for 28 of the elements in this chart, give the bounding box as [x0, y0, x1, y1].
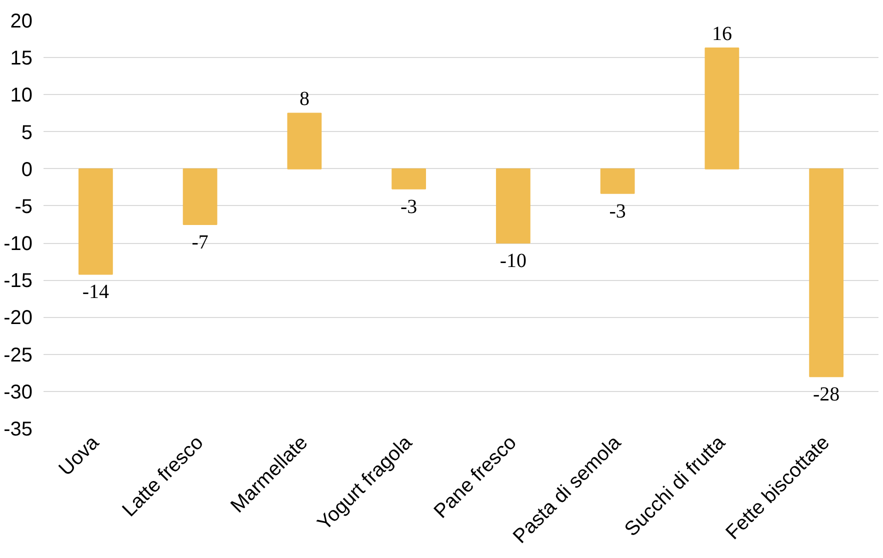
- bar: [182, 168, 218, 225]
- data-label: -3: [609, 200, 626, 222]
- y-tick-label: 5: [21, 122, 32, 144]
- y-tick-label: -5: [14, 196, 33, 218]
- data-label: -14: [82, 281, 110, 304]
- data-label: -28: [812, 384, 840, 406]
- y-tick-label: -35: [4, 418, 32, 440]
- bar: [392, 168, 426, 190]
- bar: [287, 112, 322, 170]
- bar: [78, 168, 113, 275]
- data-label: -3: [400, 196, 418, 218]
- y-tick-label: 20: [10, 10, 33, 32]
- data-label: 16: [712, 22, 732, 45]
- y-tick-label: 15: [10, 48, 33, 70]
- bar: [809, 168, 844, 378]
- y-tick-label: -25: [4, 344, 32, 366]
- y-tick-label: -10: [4, 233, 32, 256]
- bar: [704, 47, 740, 170]
- data-label: -10: [500, 250, 527, 272]
- data-label: 8: [299, 88, 310, 110]
- y-tick-label: -20: [4, 307, 32, 330]
- data-label: -7: [192, 232, 208, 254]
- y-tick-label: 10: [10, 84, 33, 107]
- y-tick-label: -30: [4, 381, 32, 404]
- y-tick-label: -15: [4, 270, 32, 292]
- bar: [600, 168, 635, 194]
- bar: [496, 168, 530, 244]
- y-tick-label: 0: [21, 158, 32, 181]
